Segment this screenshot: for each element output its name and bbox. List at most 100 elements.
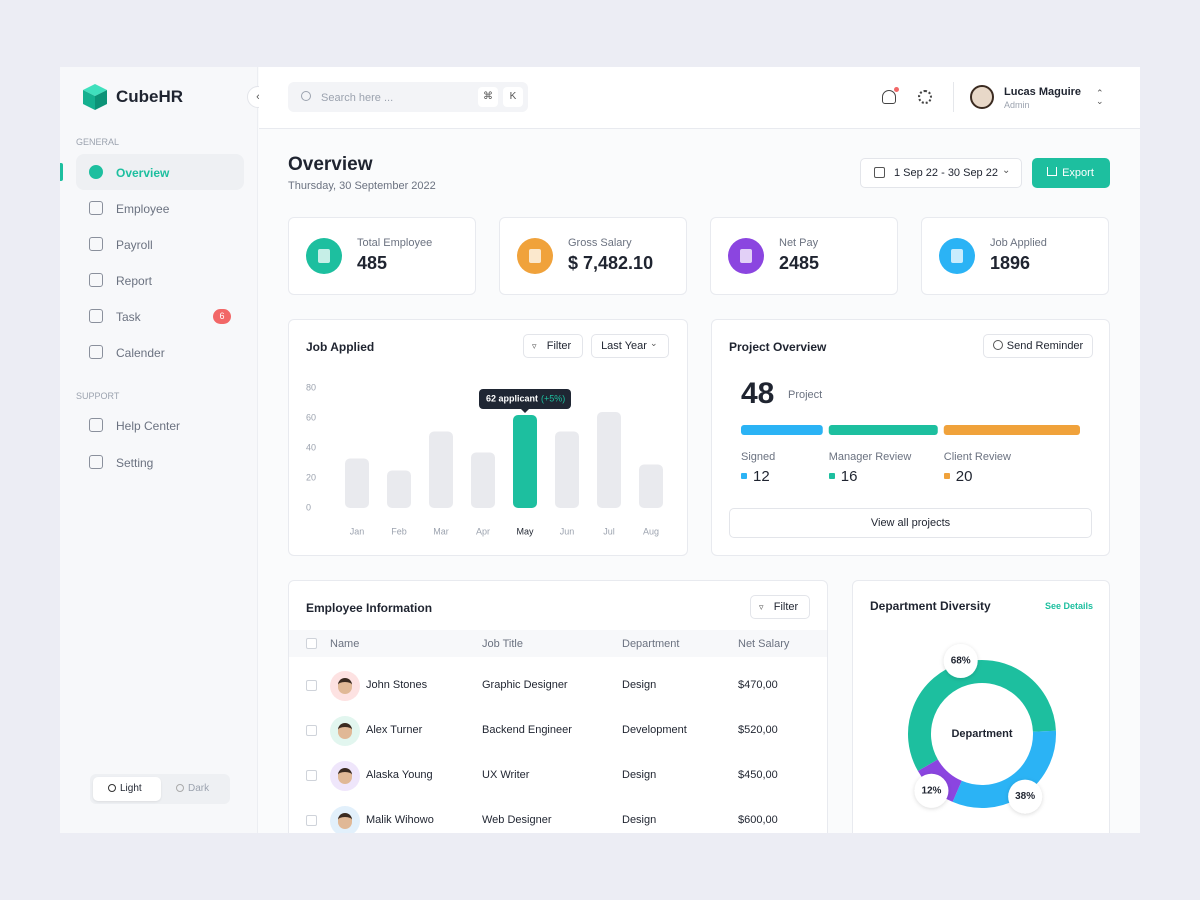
card-title: Department Diversity xyxy=(870,599,991,613)
theme-icon xyxy=(108,784,116,792)
table-header xyxy=(289,630,827,657)
table-cell: Malik Wihowo xyxy=(366,814,434,826)
filter-icon: ▿ xyxy=(759,602,764,612)
chart-layer: 0 20 40 60 80 Jan Feb Mar Apr May Jun Jul Aug 62 appl… xyxy=(306,382,1080,814)
table-cell: Design xyxy=(622,814,657,826)
checkbox[interactable] xyxy=(306,680,317,691)
settings-icon[interactable] xyxy=(918,90,932,104)
stat-label: Job Applied xyxy=(990,237,1047,249)
export-button[interactable]: Export xyxy=(1032,158,1110,188)
x-tick-label: May xyxy=(516,526,534,536)
nav-item[interactable]: Payroll xyxy=(116,238,153,252)
value-label: 68% xyxy=(951,656,971,667)
theme-label[interactable]: Light xyxy=(120,783,142,794)
stat-value: 2485 xyxy=(779,253,820,273)
project-total: 48 xyxy=(741,377,775,410)
progress-value: 20 xyxy=(955,468,973,485)
table-cell: Web Designer xyxy=(482,814,552,826)
see-details-link[interactable]: See Details xyxy=(1045,601,1094,611)
value-bubble xyxy=(1008,779,1043,814)
search-placeholder: Search here ... xyxy=(321,92,394,104)
progress-dot xyxy=(828,473,835,479)
column-header[interactable]: Net Salary xyxy=(738,638,790,650)
checkbox[interactable] xyxy=(306,770,317,781)
dropdown-arrow: ⌄ xyxy=(1002,165,1011,176)
user-menu-toggle[interactable]: ⌃ ⌄ xyxy=(1096,88,1104,106)
active-accent xyxy=(60,163,63,181)
stat-label: Total Employee xyxy=(357,237,433,249)
progress-dot xyxy=(943,473,950,479)
progress-label: Signed xyxy=(741,451,776,463)
logo xyxy=(83,84,107,110)
nav-icon xyxy=(89,345,103,359)
nav-item[interactable]: Task xyxy=(116,310,141,324)
progress-segment xyxy=(828,425,938,435)
date-range[interactable]: 1 Sep 22 - 30 Sep 22 xyxy=(860,158,1022,188)
nav-item[interactable]: Setting xyxy=(116,456,154,470)
x-tick-label: Jan xyxy=(350,526,365,536)
table-cell: $470,00 xyxy=(738,679,778,691)
checkbox[interactable] xyxy=(306,815,317,826)
alarm-icon xyxy=(993,340,1003,350)
y-tick-label: 20 xyxy=(306,472,316,482)
y-tick-label: 80 xyxy=(306,382,316,392)
bar xyxy=(513,415,537,508)
view-all-button[interactable]: View all projects xyxy=(729,508,1092,538)
nav-item[interactable]: Report xyxy=(116,274,153,288)
stat-glyph xyxy=(318,249,330,263)
user-name[interactable]: Lucas Maguire xyxy=(1004,86,1082,98)
table-cell: Graphic Designer xyxy=(482,679,568,691)
y-tick-label: 0 xyxy=(306,502,311,512)
nav-item[interactable]: Overview xyxy=(116,166,170,180)
nav-icon xyxy=(89,309,103,323)
divider xyxy=(953,82,954,112)
table-cell: Design xyxy=(622,769,657,781)
card xyxy=(288,580,828,833)
progress-dot xyxy=(741,473,747,479)
active-bg xyxy=(76,154,244,190)
nav-icon xyxy=(89,201,103,215)
stat-value: $ 7,482.10 xyxy=(568,253,654,273)
filter-button[interactable]: Filter xyxy=(523,334,583,358)
nav-item[interactable]: Calender xyxy=(116,346,165,360)
nav-item[interactable]: Employee xyxy=(116,202,170,216)
nav-icon xyxy=(89,237,103,251)
nav-item[interactable]: Help Center xyxy=(116,419,181,433)
bar xyxy=(597,412,621,508)
column-header[interactable]: Department xyxy=(622,638,680,650)
stat-value: 485 xyxy=(357,253,388,273)
progress-value: 12 xyxy=(753,468,770,485)
shortcut-key: K xyxy=(503,87,523,107)
table-cell: $600,00 xyxy=(738,814,778,826)
bar xyxy=(555,431,579,508)
filter-icon: ▿ xyxy=(532,341,537,351)
card xyxy=(288,319,688,556)
theme-label[interactable]: Dark xyxy=(188,783,210,794)
y-tick-label: 60 xyxy=(306,412,316,422)
card-title: Employee Information xyxy=(306,601,433,615)
column-header[interactable]: Name xyxy=(330,638,360,650)
calendar-icon xyxy=(874,167,885,178)
shortcut-key: ⌘ xyxy=(478,87,498,107)
user-role: Admin xyxy=(1004,100,1030,110)
table-cell: $520,00 xyxy=(738,724,778,736)
value-bubble xyxy=(943,644,978,679)
bell-icon[interactable] xyxy=(882,90,896,104)
filter-button[interactable]: Filter xyxy=(750,595,810,619)
checkbox[interactable] xyxy=(306,725,317,736)
stat-value: 1896 xyxy=(990,253,1031,273)
table-cell: Development xyxy=(622,724,687,736)
app: CubeHR GENERAL Overview Employee Payroll Repo… xyxy=(60,67,1140,833)
card-title: Project Overview xyxy=(729,340,827,354)
period-select[interactable]: Last Year xyxy=(591,334,669,358)
value-label: 38% xyxy=(1015,791,1035,802)
checkbox[interactable] xyxy=(306,638,317,649)
column-header[interactable]: Job Title xyxy=(482,638,523,650)
value-label: 12% xyxy=(921,785,941,796)
bar xyxy=(429,431,453,508)
brand: CubeHR xyxy=(116,87,184,106)
stat-glyph xyxy=(740,249,752,263)
stat-glyph xyxy=(529,249,541,263)
table-cell: Design xyxy=(622,679,657,691)
